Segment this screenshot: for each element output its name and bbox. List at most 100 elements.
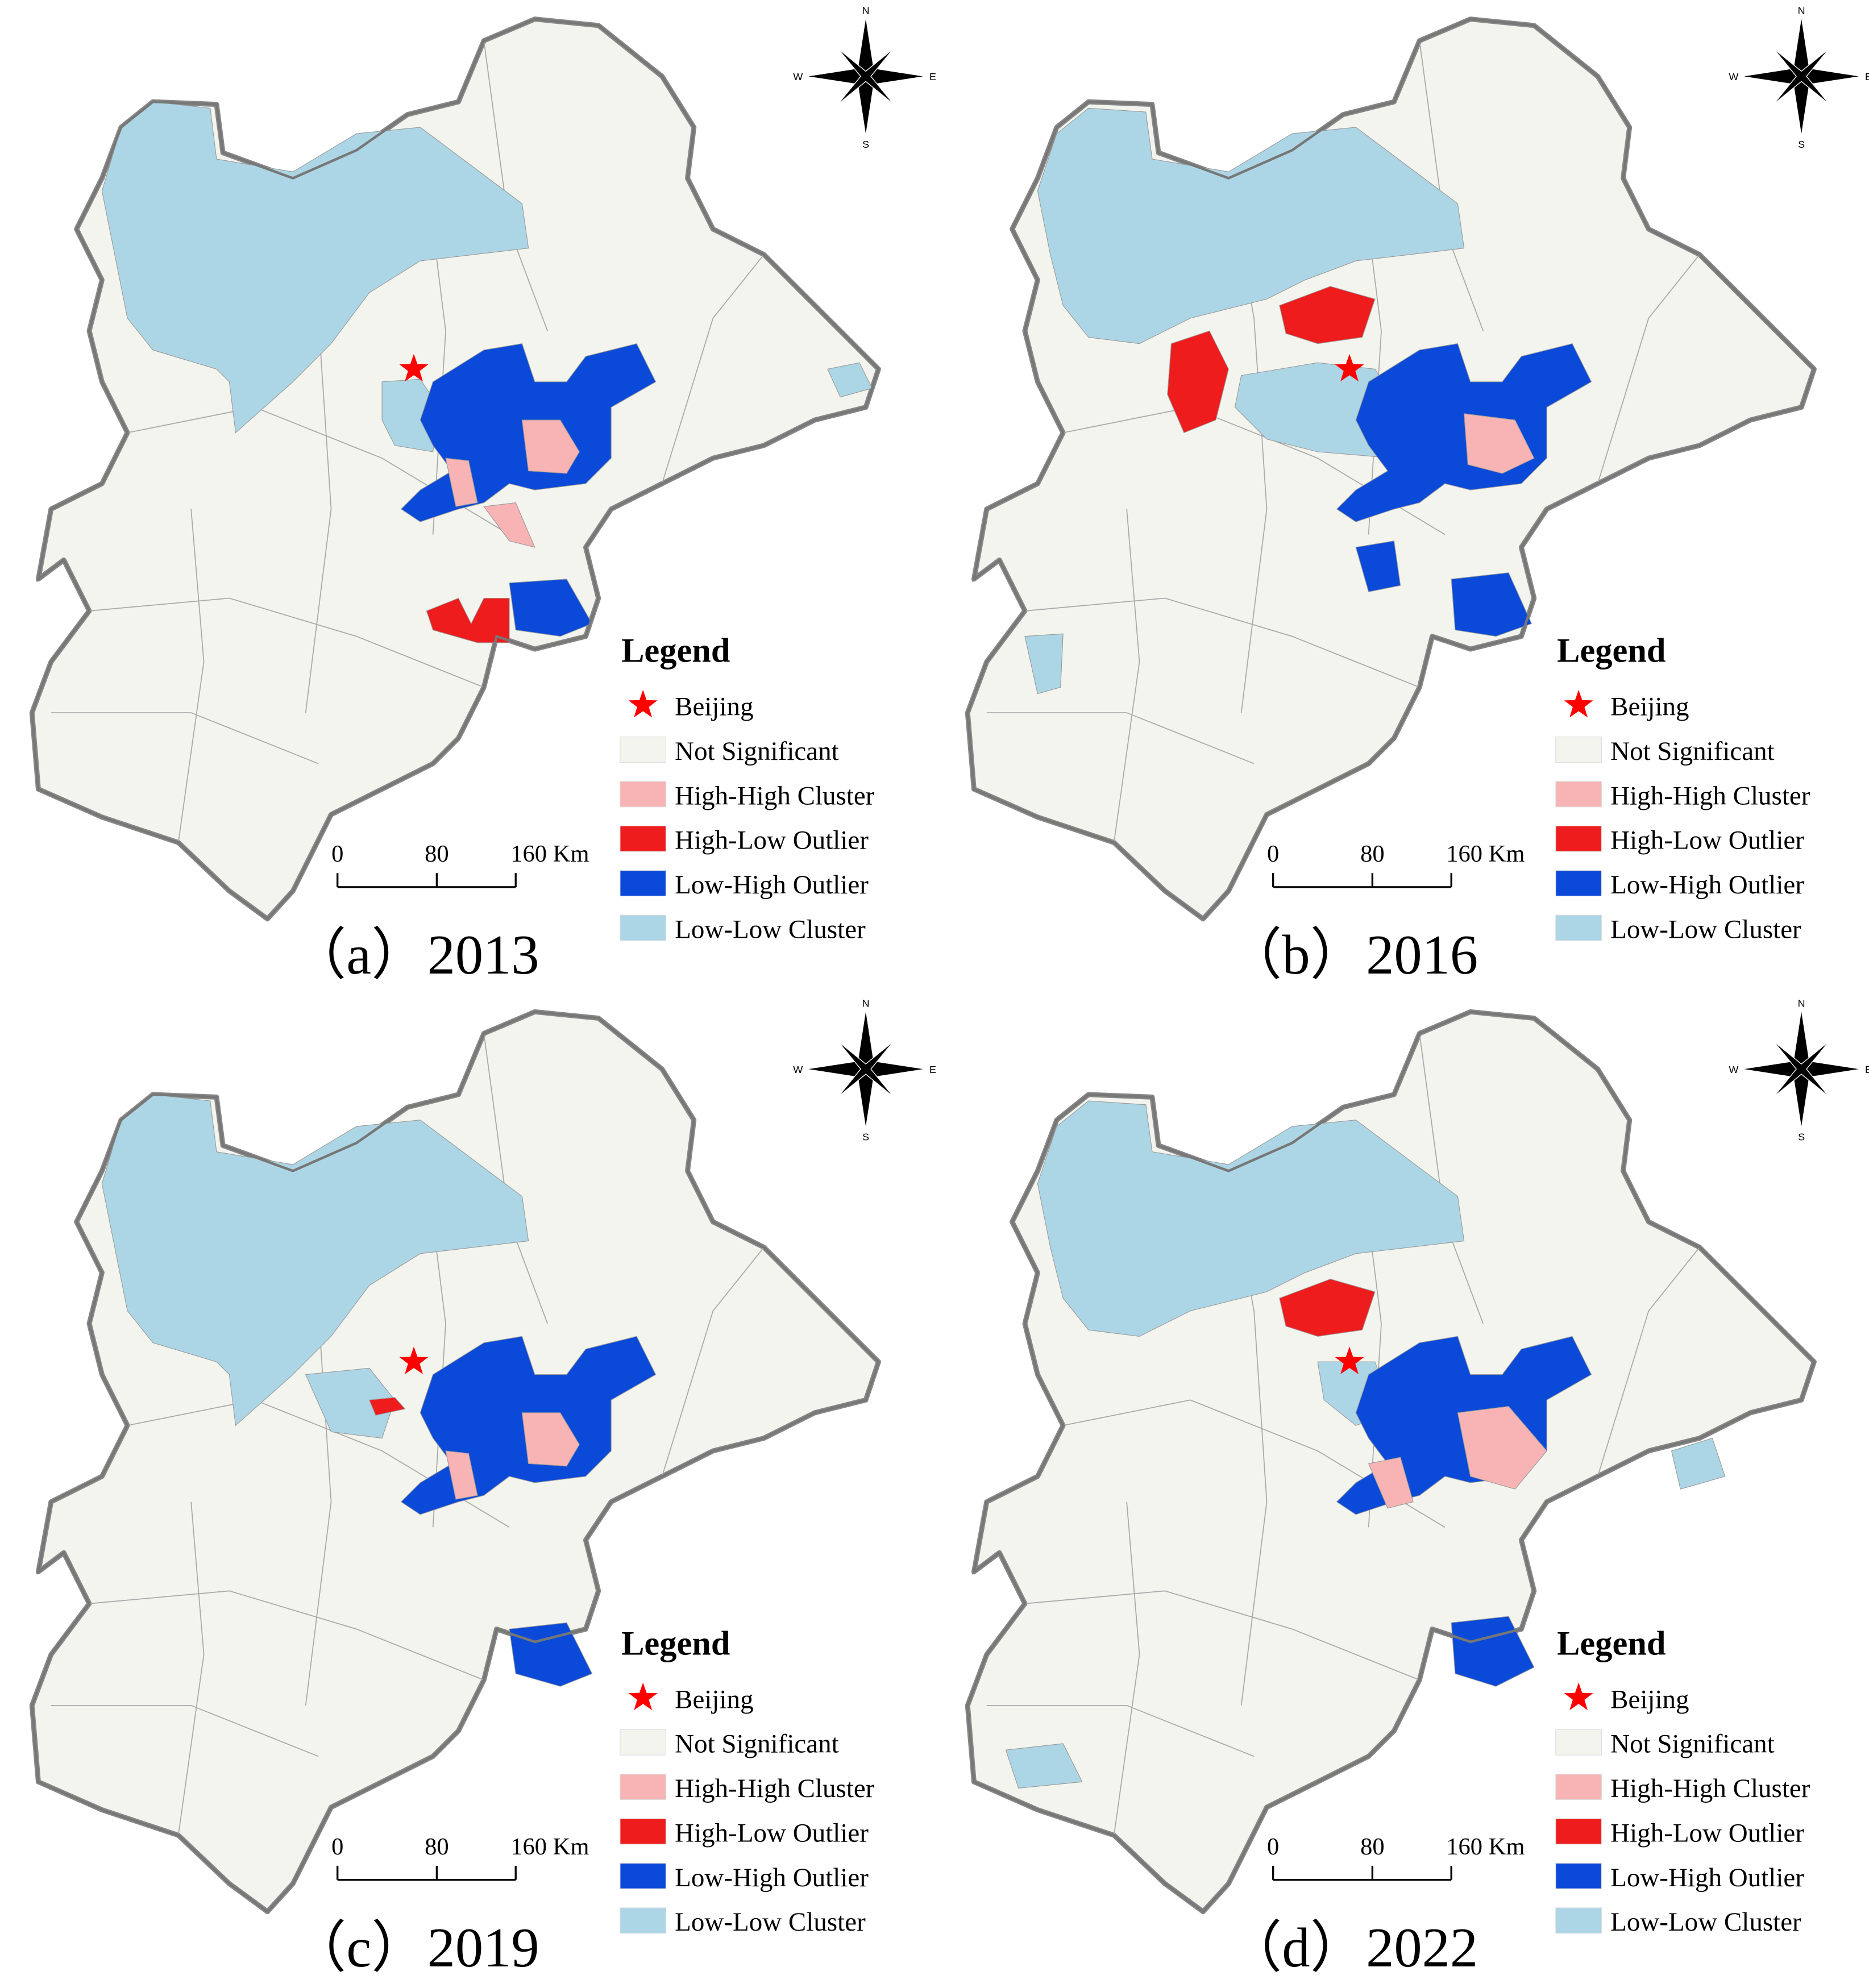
cluster-region (1037, 1100, 1465, 1337)
compass-label: N (862, 997, 870, 1009)
county-boundary (51, 712, 319, 764)
legend-label: High-High Cluster (675, 781, 875, 810)
cluster-region (521, 419, 580, 474)
county-boundary (661, 1247, 765, 1477)
scale-label: 160 Km (1446, 1833, 1525, 1860)
legend-swatch (620, 781, 667, 808)
beijing-marker (1335, 353, 1364, 382)
compass-label: S (862, 139, 869, 150)
legend-swatch (620, 825, 667, 852)
legend-swatch (1555, 781, 1602, 808)
legend-title: Legend (1557, 632, 1666, 670)
compass-rose (1773, 48, 1830, 105)
legend-label: Not Significant (675, 737, 839, 766)
county-boundary (1024, 597, 1420, 688)
compass-label: W (1729, 71, 1738, 82)
panel-caption: （b）2016 (1226, 924, 1478, 986)
region-border (966, 1010, 1816, 1914)
legend-swatch (620, 1862, 667, 1889)
county-boundary (1597, 254, 1700, 484)
scale-label: 0 (331, 841, 343, 867)
legend-label: Beijing (1610, 692, 1689, 722)
legend-swatch (1555, 1818, 1602, 1845)
scale-label: 0 (1267, 1833, 1279, 1860)
cluster-region (1671, 1437, 1726, 1490)
legend-swatch (620, 1818, 667, 1845)
region-border (966, 18, 1816, 921)
cluster-region (1037, 107, 1465, 344)
legend-label: High-High Cluster (1610, 781, 1810, 810)
legend-label: Not Significant (1610, 1729, 1775, 1759)
panel-caption: （c）2019 (290, 1917, 539, 1979)
scale-label: 80 (1360, 1833, 1385, 1860)
legend-swatch (620, 1907, 667, 1934)
county-boundary (1113, 509, 1140, 843)
cluster-region (521, 1412, 580, 1467)
legend-label: High-Low Outlier (675, 826, 869, 855)
cluster-region (305, 1367, 396, 1439)
legend-symbol (1564, 1682, 1593, 1711)
legend-swatch (620, 737, 667, 763)
cluster-region (509, 579, 593, 637)
legend-swatch (1555, 825, 1602, 852)
legend-label: Low-Low Cluster (675, 1907, 866, 1937)
county-boundary (661, 254, 765, 484)
legend-symbol (628, 689, 658, 718)
cluster-region (1451, 1616, 1535, 1687)
beijing-marker (1335, 1346, 1364, 1374)
legend-label: Low-High Outlier (1610, 870, 1804, 900)
legend-label: Not Significant (1610, 737, 1775, 766)
legend-swatch (1555, 1907, 1602, 1934)
legend-label: Low-High Outlier (675, 1863, 869, 1893)
legend-label: Beijing (675, 692, 753, 722)
cluster-region (1024, 633, 1064, 694)
cluster-region (426, 597, 510, 643)
county-boundary (51, 1704, 319, 1757)
legend-symbol (628, 1682, 658, 1711)
cluster-region (1463, 413, 1535, 474)
map-panel: N S E W Legend Beijing Not Significant High-Hig… (965, 997, 1869, 1979)
legend-label: High-High Cluster (675, 1774, 875, 1803)
county-boundary (986, 1704, 1255, 1757)
legend-label: Low-Low Cluster (675, 914, 866, 944)
legend-label: Low-High Outlier (1610, 1863, 1804, 1893)
legend-symbol (1564, 689, 1593, 718)
compass-label: E (1865, 71, 1869, 82)
legend-swatch (1555, 1774, 1602, 1800)
legend-title: Legend (1557, 1624, 1666, 1662)
legend-label: Beijing (675, 1685, 753, 1714)
compass-label: N (1798, 997, 1805, 1009)
legend-swatch (1555, 1862, 1602, 1889)
compass-rose (837, 1041, 894, 1097)
scale-label: 80 (425, 1833, 449, 1860)
beijing-marker (399, 1346, 429, 1374)
legend-label: Beijing (1610, 1685, 1689, 1714)
cluster-region (1457, 1405, 1547, 1490)
compass-label: S (1798, 139, 1805, 150)
beijing-marker (399, 353, 429, 382)
legend-swatch (1555, 870, 1602, 897)
cluster-region (1355, 540, 1401, 592)
compass-rose (837, 48, 894, 105)
cluster-region (509, 1622, 593, 1687)
scale-label: 80 (425, 841, 449, 867)
county-boundary (1024, 1590, 1420, 1681)
cluster-region (1336, 343, 1592, 522)
legend-label: High-Low Outlier (675, 1818, 869, 1848)
county-boundary (1113, 1502, 1140, 1836)
county-boundary (177, 1502, 205, 1836)
legend-swatch (620, 1729, 667, 1756)
compass-label: E (1865, 1064, 1869, 1075)
compass-label: W (793, 71, 803, 82)
legend-swatch (620, 1774, 667, 1800)
cluster-region (1005, 1743, 1083, 1789)
panel-caption: （a）2013 (290, 924, 539, 986)
legend-label: High-High Cluster (1610, 1774, 1810, 1803)
cluster-region (1451, 572, 1532, 637)
legend-swatch (1555, 737, 1602, 763)
cluster-region (1279, 1279, 1376, 1337)
cluster-region (1279, 286, 1376, 344)
map-panel: N S E W Legend Beijing Not Significant High-Hig… (29, 997, 936, 1979)
